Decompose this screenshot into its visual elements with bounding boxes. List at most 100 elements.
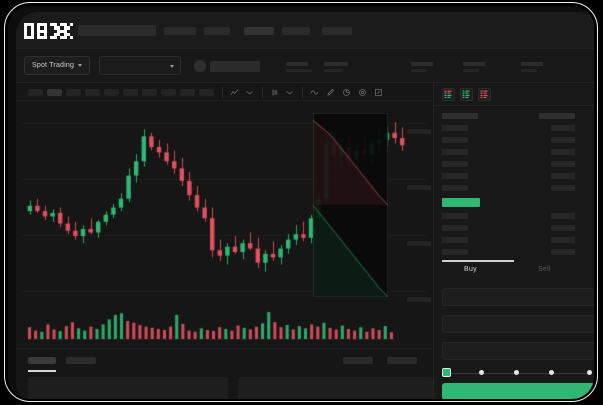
timeframe-button-2[interactable] bbox=[66, 89, 81, 96]
orderbook-ask-row[interactable] bbox=[442, 125, 468, 131]
percent-slider-step-100[interactable] bbox=[587, 370, 592, 375]
timeframe-button-3[interactable] bbox=[85, 89, 100, 96]
timeframe-button-7[interactable] bbox=[161, 89, 176, 96]
chart-type-dropdown-icon[interactable] bbox=[284, 87, 294, 98]
tab-order-history[interactable] bbox=[66, 357, 96, 364]
ticker-stat-change bbox=[324, 62, 348, 72]
price-axis-label bbox=[407, 241, 431, 246]
orderbook-bid-amount[interactable] bbox=[551, 237, 575, 243]
orderbook-ask-amount[interactable] bbox=[551, 125, 575, 131]
search-input[interactable] bbox=[78, 25, 156, 36]
orderbook-ask-amount[interactable] bbox=[551, 149, 575, 155]
orderbook-ask-amount[interactable] bbox=[539, 113, 575, 119]
spot-trading-button[interactable]: Spot Trading bbox=[24, 56, 91, 75]
orderbook-ask-amount[interactable] bbox=[551, 185, 575, 191]
timeframe-button-6[interactable] bbox=[142, 89, 157, 96]
coin-avatar bbox=[194, 60, 206, 72]
tab-open-orders[interactable] bbox=[28, 357, 56, 364]
orderbook-bid-row[interactable] bbox=[442, 237, 468, 243]
timeframe-button-0[interactable] bbox=[28, 89, 43, 96]
chart-type-icon[interactable] bbox=[268, 87, 280, 98]
nav-item-1[interactable] bbox=[204, 27, 230, 35]
ticker-stat-volume bbox=[521, 62, 543, 72]
orderbook-ask-amount[interactable] bbox=[551, 161, 575, 167]
price-axis-label bbox=[407, 297, 431, 302]
amount-input[interactable] bbox=[442, 315, 594, 333]
orderbook-mode-group bbox=[442, 88, 491, 101]
active-tab-indicator bbox=[28, 370, 56, 372]
orderbook-ask-row[interactable] bbox=[442, 149, 468, 155]
orderbook-trade-panel: Buy Sell bbox=[433, 83, 594, 399]
orderbook-bid-amount[interactable] bbox=[551, 213, 575, 219]
orderbook-bid-row[interactable] bbox=[442, 225, 468, 231]
device-bezel-outline bbox=[4, 2, 598, 402]
bottom-panel-right[interactable] bbox=[238, 377, 433, 399]
nav-item-2[interactable] bbox=[244, 27, 274, 35]
bottom-action-1[interactable] bbox=[387, 357, 417, 364]
volume-histogram-canvas bbox=[16, 101, 433, 348]
timeframe-button-8[interactable] bbox=[180, 89, 195, 96]
chart-toolbar bbox=[16, 83, 433, 101]
wave-line-icon[interactable] bbox=[308, 87, 320, 98]
indicator-dropdown-icon[interactable] bbox=[244, 87, 254, 98]
indicator-icon[interactable] bbox=[228, 87, 240, 98]
toolbar-divider bbox=[222, 87, 223, 98]
toolbar-divider bbox=[302, 87, 303, 98]
orderbook-ask-amount[interactable] bbox=[551, 173, 575, 179]
pair-selector[interactable] bbox=[99, 56, 181, 75]
ticker-stat-high bbox=[411, 62, 433, 72]
tab-sell[interactable]: Sell bbox=[538, 266, 551, 273]
ticker-stat-low bbox=[463, 62, 485, 72]
orderbook-ask-row[interactable] bbox=[442, 173, 468, 179]
timeframe-button-5[interactable] bbox=[123, 89, 138, 96]
orderbook-bid-amount[interactable] bbox=[551, 225, 575, 231]
pencil-icon[interactable] bbox=[324, 87, 336, 98]
tab-buy[interactable]: Buy bbox=[464, 266, 477, 273]
timeframe-button-4[interactable] bbox=[104, 89, 119, 96]
ticker-stat-price bbox=[286, 62, 312, 72]
orderbook-last-price-row[interactable] bbox=[442, 198, 480, 207]
orderbook-mode-sell[interactable] bbox=[478, 88, 491, 101]
orderbook-bid-row[interactable] bbox=[442, 249, 468, 255]
nav-item-3[interactable] bbox=[282, 27, 310, 35]
orderbook-ask-row[interactable] bbox=[442, 161, 468, 167]
buy-submit-button[interactable] bbox=[442, 383, 594, 399]
timeframe-button-1[interactable] bbox=[47, 89, 62, 96]
percent-slider-handle[interactable] bbox=[442, 368, 451, 377]
total-input[interactable] bbox=[442, 342, 594, 360]
price-chart[interactable] bbox=[16, 101, 433, 348]
nav-item-4[interactable] bbox=[322, 27, 352, 35]
percent-slider-step-75[interactable] bbox=[549, 370, 554, 375]
spot-trading-label: Spot Trading bbox=[32, 62, 75, 69]
orderbook-bid-amount[interactable] bbox=[551, 249, 575, 255]
percent-slider-step-25[interactable] bbox=[479, 370, 484, 375]
okx-logo[interactable] bbox=[24, 23, 74, 40]
timeframe-button-9[interactable] bbox=[199, 89, 214, 96]
percent-slider-step-50[interactable] bbox=[514, 370, 519, 375]
toolbar-divider bbox=[262, 87, 263, 98]
device-bezel: Spot Trading bbox=[8, 6, 594, 399]
app-header bbox=[16, 12, 594, 49]
app-screen: Spot Trading bbox=[16, 12, 594, 399]
orderbook-ask-row[interactable] bbox=[442, 185, 468, 191]
bottom-tab-bar bbox=[16, 348, 433, 372]
chevron-down-icon bbox=[78, 64, 83, 67]
bottom-action-0[interactable] bbox=[343, 357, 373, 364]
orderbook-mode-buy[interactable] bbox=[460, 88, 473, 101]
price-input[interactable] bbox=[442, 288, 594, 306]
orderbook-mode-both[interactable] bbox=[442, 88, 455, 101]
nav-item-0[interactable] bbox=[164, 27, 196, 35]
fullscreen-icon[interactable] bbox=[372, 87, 384, 98]
orderbook-ask-row[interactable] bbox=[442, 113, 478, 119]
chevron-down-icon bbox=[170, 65, 174, 68]
magnet-icon[interactable] bbox=[340, 87, 352, 98]
panel-divider bbox=[434, 105, 594, 106]
active-trade-tab-indicator bbox=[442, 260, 514, 262]
orderbook-ask-row[interactable] bbox=[442, 137, 468, 143]
price-axis-label bbox=[407, 185, 431, 190]
bottom-panel-left[interactable] bbox=[28, 377, 228, 399]
settings-icon[interactable] bbox=[356, 87, 368, 98]
orderbook-ask-amount[interactable] bbox=[551, 137, 575, 143]
orderbook-bid-row[interactable] bbox=[442, 213, 468, 219]
